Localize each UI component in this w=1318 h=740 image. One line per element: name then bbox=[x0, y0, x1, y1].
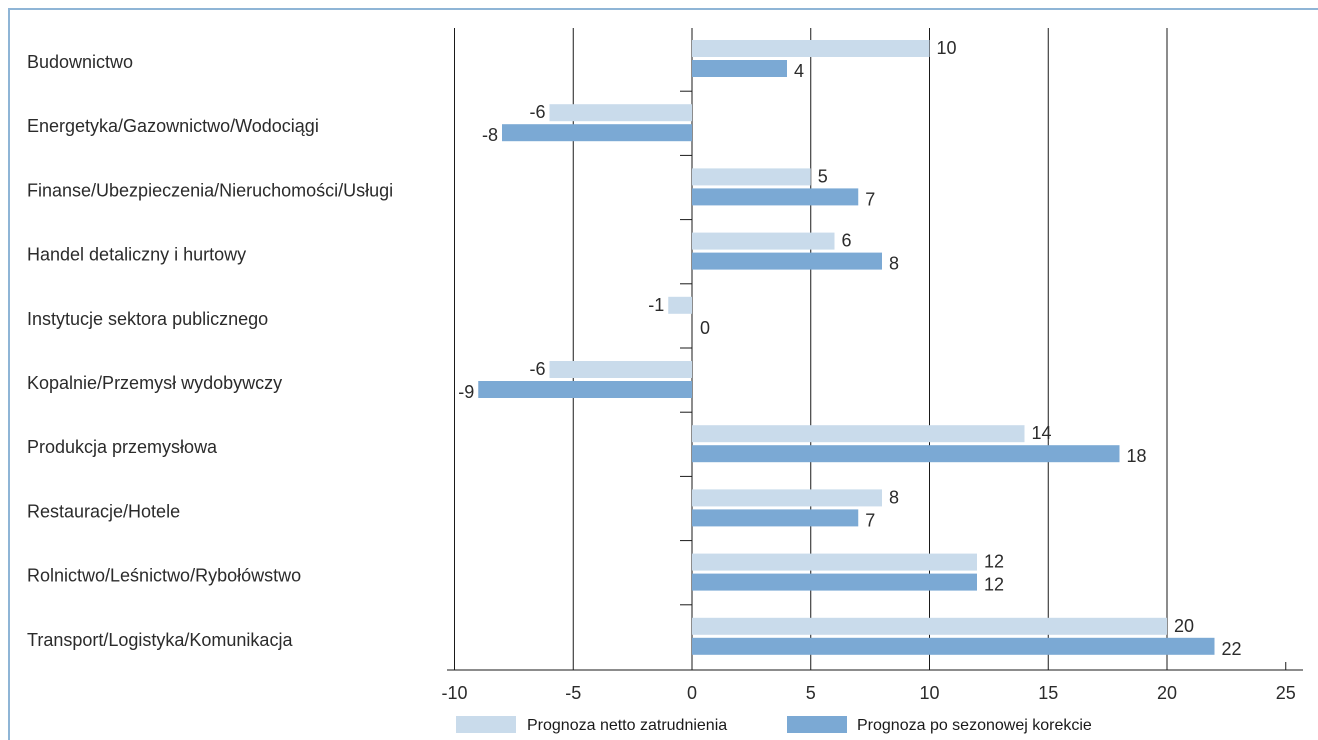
data-label-series-2: 7 bbox=[865, 510, 875, 530]
x-tick-label: 20 bbox=[1157, 683, 1177, 703]
x-tick-label: 15 bbox=[1038, 683, 1058, 703]
data-label-series-1: 10 bbox=[937, 38, 957, 58]
bar-series-2 bbox=[692, 188, 859, 206]
category-ticks bbox=[680, 90, 692, 606]
data-label-series-2: 0 bbox=[700, 318, 710, 338]
bar-series-2 bbox=[502, 124, 692, 142]
bar-series-1 bbox=[692, 40, 930, 57]
category-label: Restauracje/Hotele bbox=[27, 501, 180, 521]
bar-series-1 bbox=[692, 168, 811, 186]
bar-series-1 bbox=[668, 296, 692, 314]
data-label-series-1: 8 bbox=[889, 487, 899, 507]
data-label-series-2: 18 bbox=[1127, 446, 1147, 466]
x-tick-label: 5 bbox=[806, 683, 816, 703]
category-label: Transport/Logistyka/Komunikacja bbox=[27, 630, 293, 650]
data-label-series-2: 4 bbox=[794, 61, 804, 81]
data-label-series-1: 20 bbox=[1174, 616, 1194, 636]
x-tick-label: 0 bbox=[687, 683, 697, 703]
bar-series-1 bbox=[692, 425, 1025, 443]
bar-series-2 bbox=[478, 381, 692, 398]
legend: Prognoza netto zatrudnienia Prognoza po s… bbox=[456, 716, 1092, 734]
data-label-series-1: 6 bbox=[842, 231, 852, 251]
category-label: Budownictwo bbox=[27, 52, 133, 72]
legend-swatch-series-1 bbox=[456, 716, 516, 733]
data-label-series-1: -6 bbox=[529, 359, 545, 379]
x-tick-label: 25 bbox=[1276, 683, 1296, 703]
data-label-series-2: -9 bbox=[458, 382, 474, 402]
x-tick-label: -5 bbox=[565, 683, 581, 703]
legend-swatch-series-2 bbox=[787, 716, 847, 733]
bar-series-2 bbox=[692, 509, 859, 527]
bar-series-1 bbox=[692, 489, 882, 507]
x-tick-label: 10 bbox=[919, 683, 939, 703]
x-tick-label: -10 bbox=[441, 683, 467, 703]
category-label: Finanse/Ubezpieczenia/Nieruchomości/Usłu… bbox=[27, 180, 393, 200]
category-label: Produkcja przemysłowa bbox=[27, 437, 218, 457]
data-label-series-1: 12 bbox=[984, 552, 1004, 572]
chart-frame bbox=[8, 8, 1318, 740]
bar-series-1 bbox=[692, 232, 835, 250]
bar-series-2 bbox=[692, 60, 787, 77]
data-label-series-1: -1 bbox=[648, 295, 664, 315]
data-label-series-1: 14 bbox=[1032, 423, 1052, 443]
category-label: Kopalnie/Przemysł wydobywczy bbox=[27, 373, 282, 393]
legend-label-series-2: Prognoza po sezonowej korekcie bbox=[857, 717, 1092, 734]
bar-series-1 bbox=[692, 553, 977, 571]
bar-series-1 bbox=[549, 361, 692, 378]
data-label-series-1: 5 bbox=[818, 166, 828, 186]
bar-series-1 bbox=[549, 104, 692, 122]
x-tick-labels: -10 -5 0 5 10 15 20 25 bbox=[441, 683, 1295, 703]
category-label: Energetyka/Gazownictwo/Wodociągi bbox=[27, 116, 319, 136]
bars bbox=[478, 40, 1215, 655]
bar-series-2 bbox=[692, 445, 1120, 463]
category-label: Rolnictwo/Leśnictwo/Rybołówstwo bbox=[27, 566, 301, 586]
bar-series-2 bbox=[692, 573, 977, 591]
legend-label-series-1: Prognoza netto zatrudnienia bbox=[527, 717, 727, 734]
data-label-series-2: 7 bbox=[865, 189, 875, 209]
bar-series-1 bbox=[692, 617, 1167, 635]
data-label-series-2: 22 bbox=[1222, 639, 1242, 659]
data-label-series-2: -8 bbox=[482, 125, 498, 145]
category-label: Handel detaliczny i hurtowy bbox=[27, 245, 246, 265]
category-labels: Budownictwo Energetyka/Gazownictwo/Wodoci… bbox=[27, 52, 393, 650]
bar-series-2 bbox=[692, 252, 882, 270]
data-label-series-2: 12 bbox=[984, 575, 1004, 595]
bar-series-2 bbox=[692, 637, 1215, 655]
category-label: Instytucje sektora publicznego bbox=[27, 309, 268, 329]
data-label-series-2: 8 bbox=[889, 254, 899, 274]
data-label-series-1: -6 bbox=[529, 102, 545, 122]
